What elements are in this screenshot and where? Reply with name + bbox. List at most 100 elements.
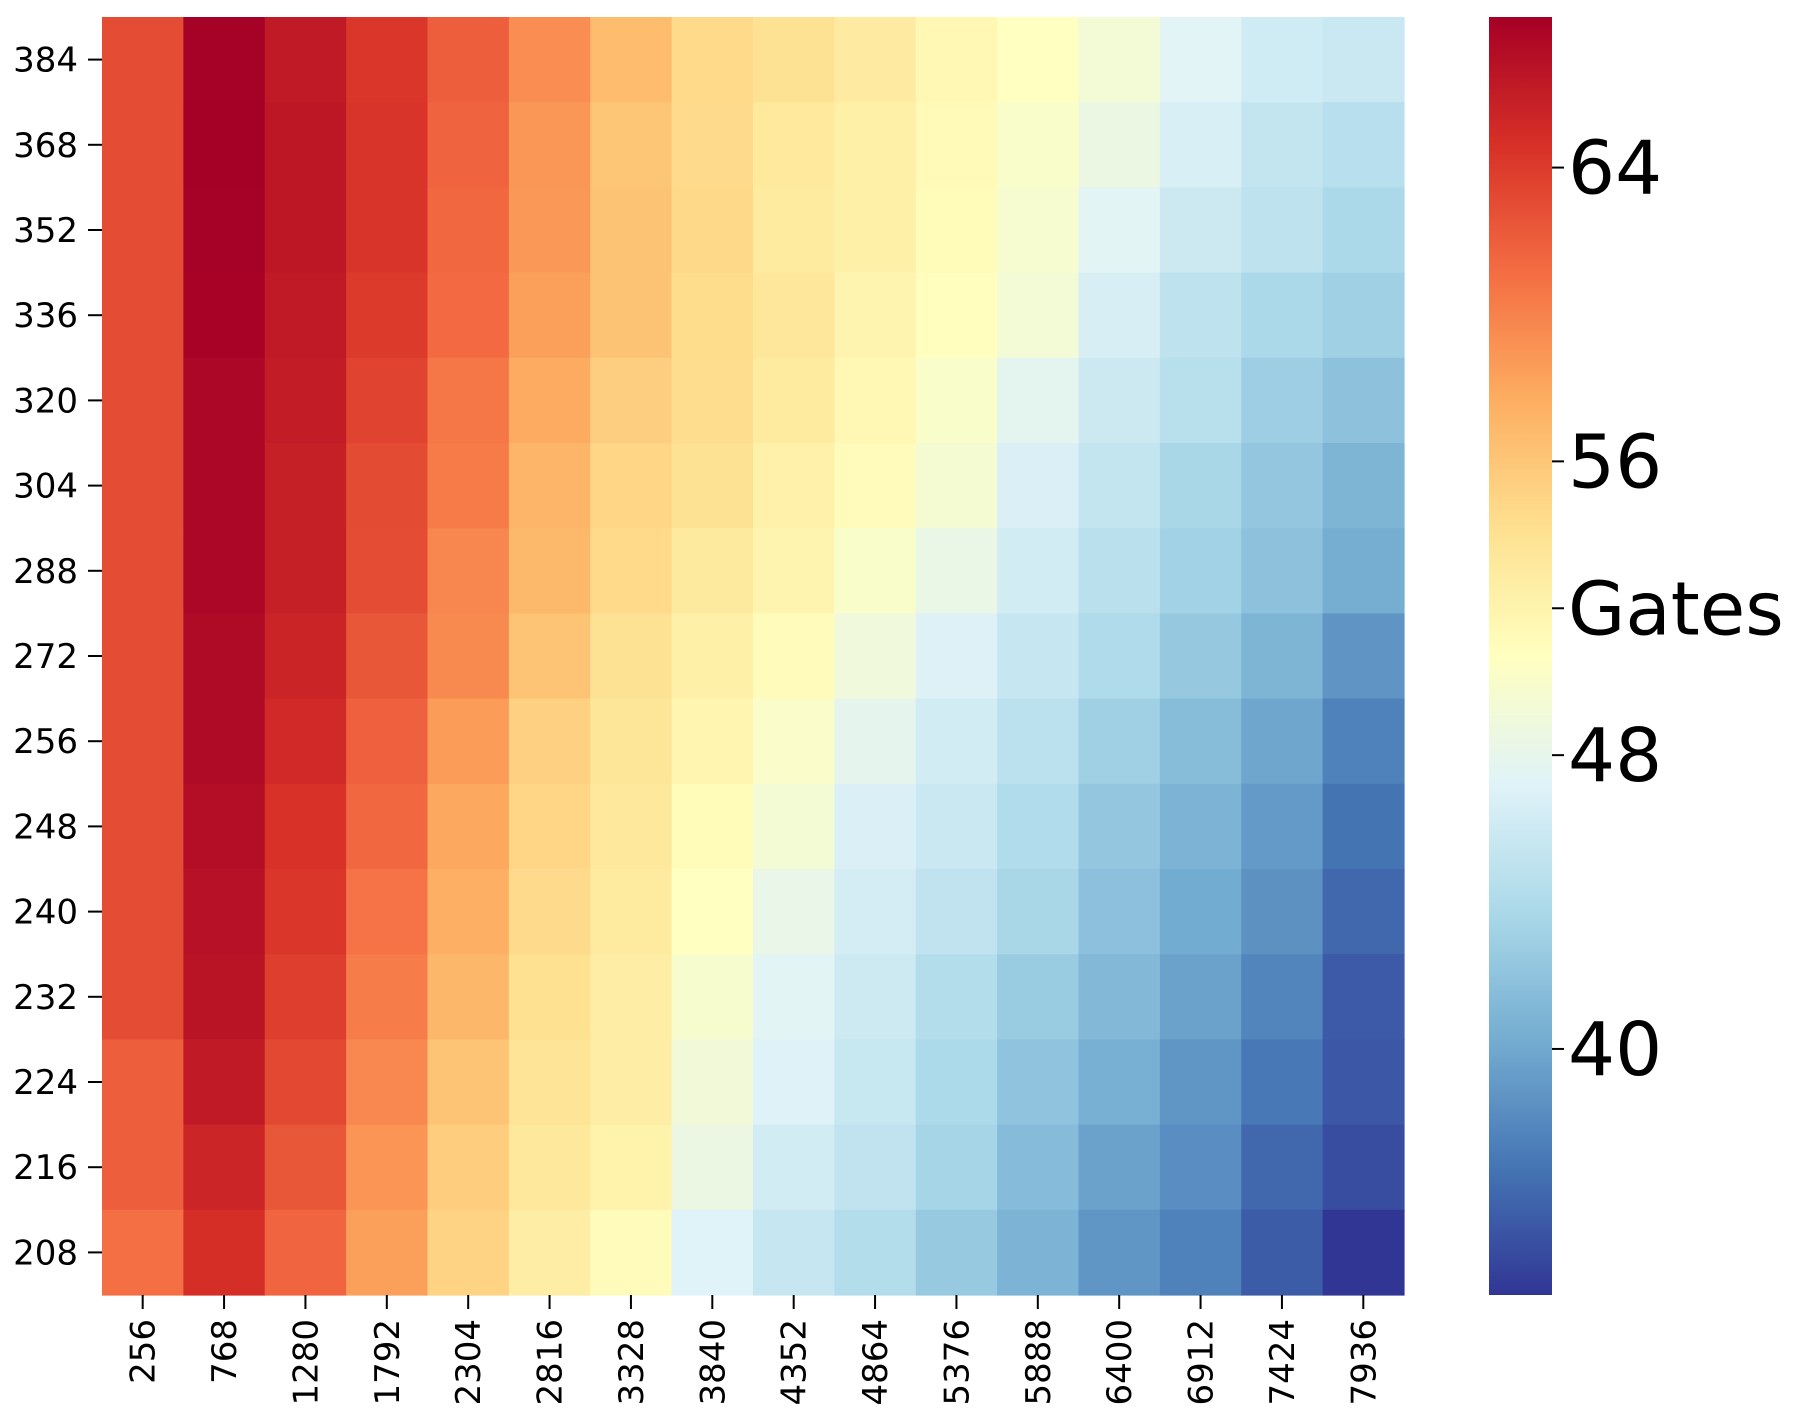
heatmap-cell: [102, 1209, 184, 1296]
heatmap-cell: [671, 102, 754, 188]
heatmap-cell: [427, 443, 510, 529]
x-tick-label: 768: [205, 1319, 245, 1384]
heatmap-cell: [427, 17, 510, 103]
heatmap-cell: [102, 783, 184, 870]
heatmap-cell: [183, 17, 266, 103]
y-tick-label: 248: [13, 807, 78, 847]
colorbar-tick-label: 64: [1568, 126, 1662, 212]
heatmap-cell: [915, 357, 998, 444]
heatmap-cell: [508, 869, 591, 955]
x-tick-label: 2304: [449, 1319, 489, 1406]
heatmap-cell: [1078, 954, 1161, 1040]
heatmap-cell: [508, 1124, 591, 1211]
heatmap-cell: [427, 528, 510, 614]
heatmap-cell: [671, 187, 754, 274]
x-axis: 256 768 1280 1792 2304 2816 3328 3840 4352 4864 53…: [124, 1295, 1384, 1406]
heatmap-cell: [1322, 1039, 1405, 1126]
heatmap-cell: [1241, 869, 1324, 955]
heatmap-cell: [915, 1039, 998, 1126]
heatmap-cell: [183, 1039, 266, 1126]
heatmap-cell: [671, 869, 754, 955]
heatmap-cell: [1078, 783, 1161, 870]
heatmap-cell: [590, 1039, 673, 1126]
x-tick-label: 5888: [1019, 1319, 1059, 1406]
heatmap-cell: [1322, 272, 1405, 359]
heatmap-cell: [753, 17, 835, 103]
heatmap-cell: [590, 17, 673, 103]
colorbar: [1489, 17, 1552, 1295]
heatmap-cell: [346, 357, 429, 444]
colorbar-tick-label: Gates: [1568, 566, 1784, 652]
heatmap-cell: [264, 443, 347, 529]
heatmap-cell: [590, 1209, 673, 1296]
y-tick-label: 384: [13, 41, 78, 81]
heatmap-cell: [1241, 528, 1324, 614]
heatmap-cell: [1241, 17, 1324, 103]
heatmap-cell: [1241, 698, 1324, 785]
heatmap-cell: [997, 528, 1080, 614]
heatmap-cell: [264, 698, 347, 785]
heatmap-cell: [834, 17, 917, 103]
heatmap-cell: [183, 954, 266, 1040]
colorbar-ticks: 64 56 Gates 48 40: [1552, 126, 1784, 1093]
heatmap-cell: [834, 187, 917, 274]
heatmap-cell: [508, 698, 591, 785]
x-tick-label: 256: [124, 1319, 164, 1384]
heatmap-cell: [508, 443, 591, 529]
heatmap-cell: [753, 1209, 835, 1296]
heatmap-cell: [915, 613, 998, 700]
heatmap-cell: [183, 1124, 266, 1211]
y-tick-label: 272: [13, 637, 78, 677]
heatmap-cell: [102, 954, 184, 1040]
heatmap-cell: [590, 869, 673, 955]
heatmap-cell: [264, 1124, 347, 1211]
heatmap-cell: [427, 1209, 510, 1296]
heatmap-cell: [1078, 1039, 1161, 1126]
y-tick-label: 208: [13, 1233, 78, 1273]
heatmap-cell: [1322, 613, 1405, 700]
heatmap-cell: [1078, 1124, 1161, 1211]
heatmap-cell: [346, 613, 429, 700]
heatmap-cell: [1241, 102, 1324, 188]
heatmap-cell: [1159, 187, 1242, 274]
heatmap-cell: [1159, 1039, 1242, 1126]
heatmap-cell: [346, 1209, 429, 1296]
heatmap-cell: [1159, 698, 1242, 785]
heatmap-cell: [1078, 17, 1161, 103]
heatmap-cell: [1159, 102, 1242, 188]
heatmap-cell: [753, 272, 835, 359]
y-tick-label: 256: [13, 722, 78, 762]
heatmap-cell: [753, 528, 835, 614]
heatmap-cell: [590, 613, 673, 700]
heatmap-cell: [671, 272, 754, 359]
heatmap-cell: [834, 954, 917, 1040]
heatmap-cell: [915, 187, 998, 274]
heatmap-cell: [834, 357, 917, 444]
heatmap-cell: [915, 954, 998, 1040]
heatmap-cell: [508, 783, 591, 870]
heatmap-cell: [834, 869, 917, 955]
heatmap-cell: [264, 1209, 347, 1296]
heatmap-cell: [508, 1209, 591, 1296]
heatmap-cell: [997, 187, 1080, 274]
heatmap-cell: [1241, 443, 1324, 529]
heatmap-cell: [346, 698, 429, 785]
heatmap-cell: [1078, 528, 1161, 614]
heatmap-cell: [834, 1124, 917, 1211]
heatmap-cell: [915, 528, 998, 614]
heatmap-cell: [1322, 528, 1405, 614]
heatmap-cell: [264, 357, 347, 444]
heatmap-cell: [1241, 613, 1324, 700]
heatmap-cell: [671, 1039, 754, 1126]
heatmap-cell: [427, 613, 510, 700]
heatmap-cell: [102, 698, 184, 785]
heatmap-cell: [1322, 443, 1405, 529]
heatmap-cell: [1322, 17, 1405, 103]
heatmap-cell: [753, 1124, 835, 1211]
heatmap-cell: [1159, 783, 1242, 870]
heatmap-cell: [346, 443, 429, 529]
heatmap-cell: [1322, 357, 1405, 444]
y-tick-label: 216: [13, 1148, 78, 1188]
heatmap-cell: [590, 357, 673, 444]
heatmap-cell: [915, 783, 998, 870]
